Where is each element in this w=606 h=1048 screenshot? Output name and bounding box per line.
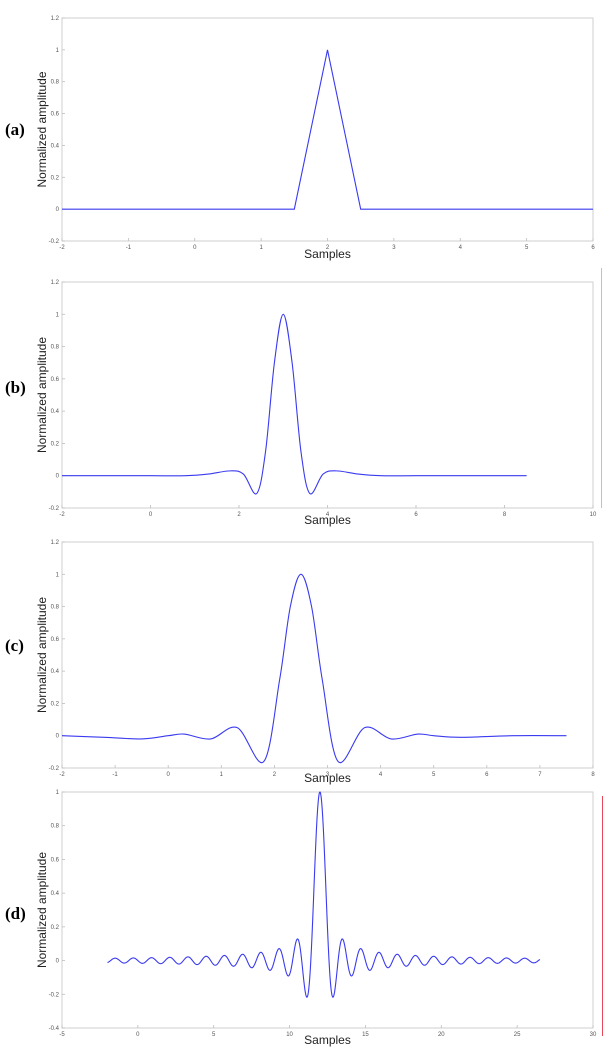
y-tick-label: 0.4: [51, 891, 60, 897]
x-tick-label: -5: [59, 1032, 65, 1038]
plot-frame: [61, 791, 594, 1029]
y-tick-label: 0: [56, 474, 60, 480]
x-tick-label: 20: [438, 1032, 445, 1038]
x-tick-label: 3: [392, 245, 396, 251]
x-tick-label: 1: [259, 245, 263, 251]
x-tick-label: -1: [112, 772, 118, 778]
x-axis-label: Samples: [304, 1033, 351, 1047]
chart-d: -5 0 5 10 15 20 25 30 -0.4 -0.2 0 0.2 0.4 0.6 0.8 1 Samp…: [35, 790, 597, 1047]
x-tick-label: 4: [459, 245, 463, 251]
y-tick-label: -0.2: [49, 766, 60, 772]
chart-b: -2 0 2 4 6 8 10 -0.2 0 0.2 0.4 0.6 0.8 1 1.2 Samples Nor…: [35, 280, 597, 527]
y-tick-label: 0.4: [51, 669, 60, 675]
x-tick-label: 10: [286, 1032, 293, 1038]
chart-a: -2 -1 0 1 2 3 4 5 6 -0.2 0 0.2 0.4 0.6 0.8 1 1.2 Samples N…: [35, 16, 595, 261]
x-tick-label: 4: [379, 772, 383, 778]
y-axis-label: Normalized amplitude: [35, 71, 49, 187]
panel-label-c: (c): [5, 636, 24, 655]
x-axis-label: Samples: [304, 247, 351, 261]
y-tick-label: 1: [56, 790, 60, 796]
edge-marker-b: [601, 268, 602, 508]
x-tick-label: 30: [590, 1032, 597, 1038]
y-tick-label: 0.4: [51, 409, 60, 415]
x-tick-label: 10: [590, 512, 597, 518]
series-line: [62, 49, 593, 210]
panel-label-b: (b): [5, 378, 26, 397]
x-tick-label: 7: [538, 772, 542, 778]
y-tick-label: -0.2: [49, 506, 60, 512]
y-tick-label: 0.8: [51, 80, 60, 86]
y-tick-label: 0.2: [51, 175, 60, 181]
x-tick-label: 15: [362, 1032, 369, 1038]
plot-frame: [61, 281, 594, 509]
x-tick-label: 2: [326, 245, 330, 251]
x-tick-label: 8: [591, 772, 595, 778]
x-tick-label: 0: [193, 245, 197, 251]
series-line: [62, 313, 527, 495]
chart-c: -2 -1 0 1 2 3 4 5 6 7 8 -0.2 0 0.2 0.4 0.6 0.8 1 1.2 Sample…: [35, 540, 595, 785]
x-tick-label: -1: [126, 245, 132, 251]
y-tick-label: 0.6: [51, 112, 60, 118]
y-tick-label: 1.2: [51, 16, 60, 22]
x-tick-label: 5: [212, 1032, 216, 1038]
series-line: [107, 791, 541, 998]
x-tick-label: 5: [525, 245, 529, 251]
y-tick-label: 0.8: [51, 605, 60, 611]
x-tick-label: 5: [432, 772, 436, 778]
x-tick-label: 8: [503, 512, 507, 518]
y-axis-label: Normalized amplitude: [35, 337, 49, 453]
y-tick-label: 1.2: [51, 280, 60, 286]
x-tick-label: 2: [237, 512, 241, 518]
plot-frame: [61, 541, 594, 769]
y-tick-label: 0.6: [51, 637, 60, 643]
x-tick-label: -2: [59, 772, 65, 778]
y-tick-label: 0.4: [51, 143, 60, 149]
x-tick-label: 0: [167, 772, 171, 778]
x-tick-label: 0: [149, 512, 153, 518]
x-tick-label: 3: [326, 772, 330, 778]
y-tick-label: 1.2: [51, 540, 60, 546]
x-tick-label: 4: [326, 512, 330, 518]
x-tick-label: 6: [485, 772, 489, 778]
x-axis-label: Samples: [304, 771, 351, 785]
y-tick-label: 0: [56, 734, 60, 740]
y-tick-label: 1: [56, 48, 60, 54]
x-tick-label: 6: [414, 512, 418, 518]
y-axis-label: Normalized amplitude: [35, 597, 49, 713]
y-tick-label: -0.2: [49, 239, 60, 245]
y-tick-label: -0.2: [49, 992, 60, 998]
y-tick-label: 0: [56, 959, 60, 965]
x-axis-label: Samples: [304, 513, 351, 527]
y-tick-label: 0: [56, 207, 60, 213]
x-tick-label: -2: [59, 512, 65, 518]
y-axis-label: Normalized amplitude: [35, 852, 49, 968]
x-tick-label: -2: [59, 245, 65, 251]
series-line: [61, 573, 567, 764]
y-tick-label: 0.8: [51, 824, 60, 830]
edge-marker-d: [602, 796, 603, 1036]
x-tick-label: 0: [136, 1032, 140, 1038]
panel-label-d: (d): [5, 904, 26, 923]
y-tick-label: -0.4: [49, 1026, 60, 1032]
y-tick-label: 1: [56, 312, 60, 318]
y-tick-label: 0.2: [51, 925, 60, 931]
y-tick-label: 0.2: [51, 441, 60, 447]
y-tick-label: 0.6: [51, 377, 60, 383]
y-tick-label: 0.8: [51, 345, 60, 351]
y-tick-label: 0.6: [51, 857, 60, 863]
x-tick-label: 2: [273, 772, 277, 778]
y-tick-label: 0.2: [51, 701, 60, 707]
panel-label-a: (a): [5, 120, 25, 139]
x-tick-label: 25: [514, 1032, 521, 1038]
y-tick-label: 1: [56, 572, 60, 578]
x-tick-label: 1: [220, 772, 224, 778]
x-tick-label: 6: [591, 245, 595, 251]
